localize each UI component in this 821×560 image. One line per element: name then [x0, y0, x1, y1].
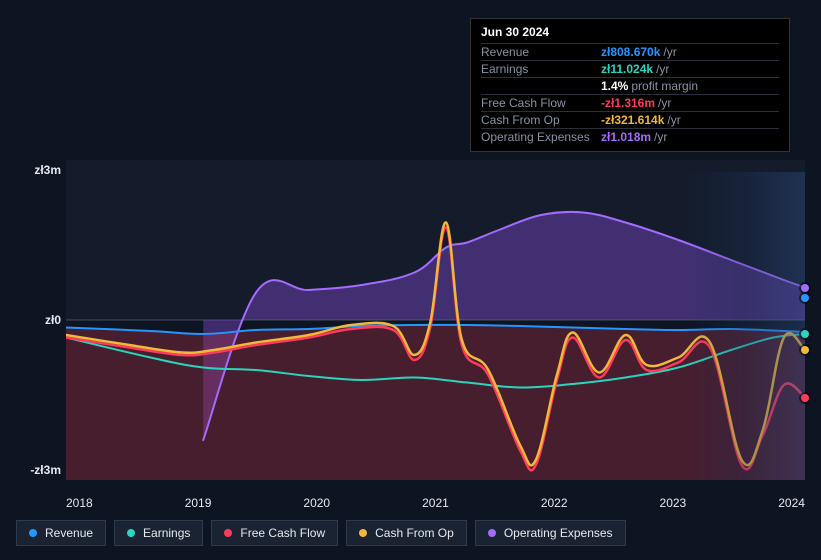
y-axis-label: -zł3m	[16, 463, 61, 477]
x-axis-label: 2019	[185, 496, 212, 510]
tooltip-row-value: 1.4%	[601, 79, 628, 93]
tooltip-row-value: -zł1.316m	[601, 96, 655, 110]
legend-item-free-cash-flow[interactable]: Free Cash Flow	[211, 520, 338, 546]
series-end-marker-revenue	[801, 294, 809, 302]
legend-item-label: Operating Expenses	[504, 526, 613, 540]
x-axis-label: 2024	[778, 496, 805, 510]
y-axis-label: zł3m	[16, 163, 61, 177]
series-end-marker-cash-from-op	[801, 346, 809, 354]
tooltip-row-value: -zł321.614k	[601, 113, 664, 127]
x-axis: 2018 2019 2020 2021 2022 2023 2024	[66, 496, 805, 510]
legend-item-revenue[interactable]: Revenue	[16, 520, 106, 546]
legend-item-label: Earnings	[143, 526, 190, 540]
tooltip-row-value: zł1.018m	[601, 130, 651, 144]
x-axis-label: 2023	[660, 496, 687, 510]
x-axis-label: 2020	[303, 496, 330, 510]
tooltip-row-suffix: /yr	[656, 62, 669, 76]
legend-item-label: Free Cash Flow	[240, 526, 325, 540]
legend-item-cash-from-op[interactable]: Cash From Op	[346, 520, 467, 546]
x-axis-label: 2021	[422, 496, 449, 510]
chart-plot[interactable]	[66, 160, 805, 480]
x-axis-label: 2018	[66, 496, 93, 510]
legend-item-operating-expenses[interactable]: Operating Expenses	[475, 520, 626, 546]
tooltip-row-label: Revenue	[481, 45, 601, 59]
tooltip-row: Cash From Op-zł321.614k/yr	[481, 111, 779, 128]
tooltip-row-label: Earnings	[481, 62, 601, 76]
tooltip-row-value: zł11.024k	[601, 62, 653, 76]
tooltip-row: Earningszł11.024k/yr	[481, 60, 779, 77]
tooltip-date: Jun 30 2024	[481, 25, 779, 39]
legend-item-label: Cash From Op	[375, 526, 454, 540]
legend-dot-icon	[359, 529, 367, 537]
tooltip-row: 1.4%profit margin	[481, 77, 779, 94]
chart-area: zł3m zł0 -zł3m	[16, 160, 805, 480]
tooltip-row-suffix: /yr	[667, 113, 680, 127]
tooltip-row: Operating Expenseszł1.018m/yr	[481, 128, 779, 145]
x-axis-label: 2022	[541, 496, 568, 510]
legend-dot-icon	[29, 529, 37, 537]
tooltip-row-label: Free Cash Flow	[481, 96, 601, 110]
tooltip-row-suffix: /yr	[654, 130, 667, 144]
tooltip-row: Free Cash Flow-zł1.316m/yr	[481, 94, 779, 111]
chart-legend: Revenue Earnings Free Cash Flow Cash From O…	[16, 520, 626, 546]
chart-svg	[66, 160, 805, 480]
tooltip-row-suffix: /yr	[658, 96, 671, 110]
legend-dot-icon	[224, 529, 232, 537]
legend-item-earnings[interactable]: Earnings	[114, 520, 203, 546]
tooltip-row-label: Operating Expenses	[481, 130, 601, 144]
tooltip-row-label	[481, 79, 601, 93]
chart-tooltip: Jun 30 2024Revenuezł808.670k/yrEarningsz…	[470, 18, 790, 152]
legend-item-label: Revenue	[45, 526, 93, 540]
series-end-marker-free-cash-flow	[801, 394, 809, 402]
tooltip-row-value: zł808.670k	[601, 45, 660, 59]
tooltip-row-label: Cash From Op	[481, 113, 601, 127]
y-axis-label: zł0	[16, 313, 61, 327]
legend-dot-icon	[488, 529, 496, 537]
tooltip-row: Revenuezł808.670k/yr	[481, 43, 779, 60]
series-end-marker-earnings	[801, 330, 809, 338]
series-end-marker-operating-expenses	[801, 284, 809, 292]
legend-dot-icon	[127, 529, 135, 537]
tooltip-row-suffix: /yr	[663, 45, 676, 59]
tooltip-row-suffix: profit margin	[631, 79, 698, 93]
